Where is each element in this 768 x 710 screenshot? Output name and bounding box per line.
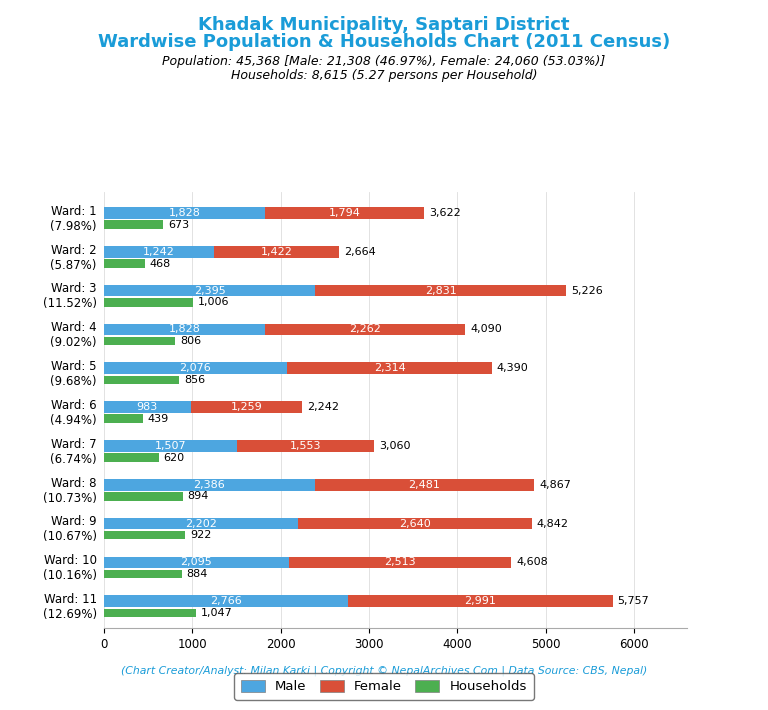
Text: 922: 922 xyxy=(190,530,211,540)
Bar xyxy=(104,608,197,617)
Bar xyxy=(104,401,190,413)
Text: 2,395: 2,395 xyxy=(194,285,226,295)
Text: 1,507: 1,507 xyxy=(154,441,186,451)
Bar xyxy=(104,569,182,578)
Bar xyxy=(349,596,613,607)
Text: 2,831: 2,831 xyxy=(425,285,456,295)
Text: 1,828: 1,828 xyxy=(168,324,200,334)
Text: 4,608: 4,608 xyxy=(516,557,548,567)
Bar xyxy=(104,479,315,491)
Text: (Chart Creator/Analyst: Milan Karki | Copyright © NepalArchives.Com | Data Sourc: (Chart Creator/Analyst: Milan Karki | Co… xyxy=(121,665,647,676)
Bar xyxy=(104,363,287,374)
Bar xyxy=(104,207,265,219)
Bar xyxy=(104,518,299,530)
Bar xyxy=(190,401,302,413)
Bar xyxy=(104,259,145,268)
Text: 5,226: 5,226 xyxy=(571,285,602,295)
Text: 2,076: 2,076 xyxy=(180,364,211,373)
Text: 4,842: 4,842 xyxy=(537,518,569,528)
Text: 4,390: 4,390 xyxy=(497,364,528,373)
Text: 856: 856 xyxy=(184,375,205,385)
Bar xyxy=(265,324,465,335)
Text: Households: 8,615 (5.27 persons per Household): Households: 8,615 (5.27 persons per Hous… xyxy=(230,69,538,82)
Bar xyxy=(104,415,143,423)
Text: 1,006: 1,006 xyxy=(197,297,229,307)
Text: 2,314: 2,314 xyxy=(374,364,406,373)
Bar xyxy=(104,440,237,452)
Bar xyxy=(265,207,424,219)
Text: 4,090: 4,090 xyxy=(470,324,502,334)
Text: 2,242: 2,242 xyxy=(307,402,339,412)
Text: 673: 673 xyxy=(168,219,189,230)
Text: 806: 806 xyxy=(180,336,201,346)
Bar xyxy=(214,246,339,258)
Bar xyxy=(104,376,180,384)
Text: 1,553: 1,553 xyxy=(290,441,321,451)
Text: 3,622: 3,622 xyxy=(429,208,461,218)
Text: 4,867: 4,867 xyxy=(539,480,571,490)
Text: 1,828: 1,828 xyxy=(168,208,200,218)
Text: 2,640: 2,640 xyxy=(399,518,431,528)
Bar xyxy=(315,479,534,491)
Bar xyxy=(104,453,158,462)
Text: Wardwise Population & Households Chart (2011 Census): Wardwise Population & Households Chart (… xyxy=(98,33,670,51)
Text: 468: 468 xyxy=(150,258,171,268)
Text: 439: 439 xyxy=(147,414,169,424)
Bar xyxy=(289,557,511,568)
Text: 1,047: 1,047 xyxy=(201,608,233,618)
Text: 2,386: 2,386 xyxy=(194,480,225,490)
Text: Population: 45,368 [Male: 21,308 (46.97%), Female: 24,060 (53.03%)]: Population: 45,368 [Male: 21,308 (46.97%… xyxy=(162,55,606,68)
Legend: Male, Female, Households: Male, Female, Households xyxy=(234,673,534,700)
Text: 983: 983 xyxy=(137,402,157,412)
Text: Khadak Municipality, Saptari District: Khadak Municipality, Saptari District xyxy=(198,16,570,33)
Text: 2,481: 2,481 xyxy=(409,480,440,490)
Text: 1,422: 1,422 xyxy=(260,247,293,257)
Text: 884: 884 xyxy=(187,569,208,579)
Text: 2,202: 2,202 xyxy=(185,518,217,528)
Bar xyxy=(316,285,566,297)
Bar xyxy=(104,246,214,258)
Bar xyxy=(104,596,349,607)
Text: 2,664: 2,664 xyxy=(344,247,376,257)
Bar xyxy=(104,557,289,568)
Bar xyxy=(104,285,316,297)
Bar xyxy=(104,531,185,540)
Text: 2,262: 2,262 xyxy=(349,324,381,334)
Text: 2,095: 2,095 xyxy=(180,557,212,567)
Bar xyxy=(287,363,492,374)
Bar xyxy=(237,440,374,452)
Text: 5,757: 5,757 xyxy=(617,596,650,606)
Text: 2,766: 2,766 xyxy=(210,596,242,606)
Text: 1,794: 1,794 xyxy=(329,208,361,218)
Text: 894: 894 xyxy=(187,491,209,501)
Text: 3,060: 3,060 xyxy=(379,441,411,451)
Bar xyxy=(104,492,183,501)
Text: 2,991: 2,991 xyxy=(465,596,496,606)
Bar xyxy=(104,220,163,229)
Text: 1,259: 1,259 xyxy=(230,402,262,412)
Bar xyxy=(104,337,175,345)
Bar xyxy=(299,518,532,530)
Text: 620: 620 xyxy=(164,452,184,463)
Text: 2,513: 2,513 xyxy=(384,557,416,567)
Bar xyxy=(104,324,265,335)
Bar xyxy=(104,298,193,307)
Text: 1,242: 1,242 xyxy=(143,247,174,257)
